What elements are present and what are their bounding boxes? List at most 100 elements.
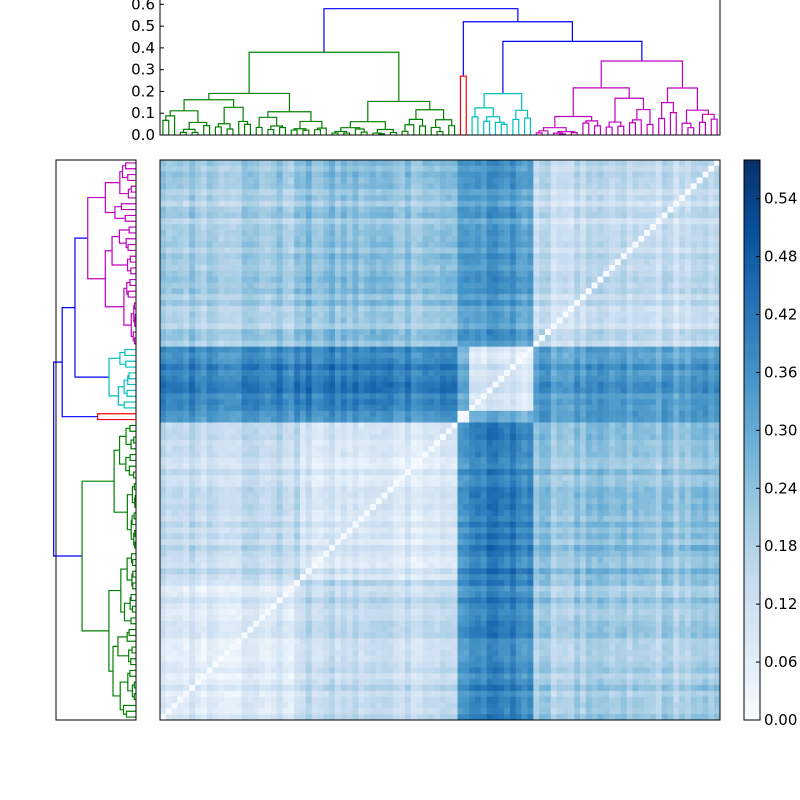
heatmap-cell	[667, 393, 674, 400]
heatmap-cell	[451, 270, 458, 278]
heatmap-cell	[329, 323, 336, 330]
heatmap-cell	[364, 434, 371, 441]
heatmap-cell	[189, 160, 196, 167]
heatmap-cell	[276, 160, 283, 167]
heatmap-cell	[469, 259, 476, 266]
heatmap-cell	[340, 381, 348, 388]
heatmap-cell	[329, 270, 336, 278]
heatmap-cell	[708, 405, 715, 412]
heatmap-cell	[480, 241, 488, 248]
heatmap-cell	[212, 183, 219, 190]
heatmap-cell	[533, 352, 540, 359]
heatmap-cell	[265, 329, 272, 336]
heatmap-cell	[708, 253, 715, 260]
heatmap-cell	[469, 276, 476, 283]
heatmap-cell	[206, 276, 213, 283]
heatmap-cell	[661, 329, 668, 336]
heatmap-cell	[218, 212, 225, 219]
heatmap-cell	[230, 358, 237, 365]
heatmap-cell	[521, 165, 528, 173]
heatmap-cell	[416, 294, 423, 301]
heatmap-cell	[521, 241, 528, 248]
heatmap-cell	[195, 358, 202, 365]
heatmap-cell	[253, 171, 260, 178]
heatmap-cell	[253, 282, 260, 289]
heatmap-cell	[399, 416, 406, 423]
heatmap-cell	[644, 416, 651, 423]
left-dendrogram-cluster-1-link	[118, 435, 127, 465]
heatmap-cell	[690, 288, 698, 295]
heatmap-cell	[690, 282, 698, 289]
heatmap-cell	[574, 393, 581, 400]
heatmap-cell	[585, 329, 593, 336]
heatmap-cell	[340, 218, 348, 225]
heatmap-cell	[241, 241, 248, 248]
heatmap-cell	[533, 230, 540, 237]
heatmap-cell	[679, 288, 686, 295]
heatmap-cell	[265, 311, 272, 318]
heatmap-cell	[685, 253, 692, 260]
heatmap-cell	[247, 253, 254, 260]
heatmap-cell	[247, 410, 254, 418]
heatmap-cell	[597, 224, 604, 231]
heatmap-cell	[650, 247, 657, 254]
heatmap-cell	[288, 393, 295, 400]
heatmap-cell	[224, 200, 231, 208]
heatmap-cell	[696, 218, 703, 225]
heatmap-cell	[545, 253, 552, 260]
heatmap-cell	[638, 305, 645, 313]
heatmap-cell	[690, 160, 698, 167]
heatmap-cell	[265, 265, 272, 272]
heatmap-cell	[533, 177, 540, 184]
heatmap-cell	[253, 364, 260, 371]
heatmap-cell	[574, 311, 581, 318]
heatmap-cell	[282, 399, 289, 406]
heatmap-cell	[638, 189, 645, 196]
heatmap-cell	[585, 410, 593, 418]
heatmap-cell	[393, 329, 400, 336]
heatmap-cell	[352, 171, 359, 178]
heatmap-cell	[574, 410, 581, 418]
heatmap-cell	[609, 212, 616, 219]
heatmap-cell	[655, 428, 663, 435]
heatmap-cell	[585, 370, 593, 377]
heatmap-cell	[323, 200, 330, 208]
heatmap-cell	[393, 247, 400, 254]
heatmap-cell	[504, 410, 511, 418]
heatmap-cell	[574, 329, 581, 336]
heatmap-cell	[288, 270, 295, 278]
heatmap-cell	[259, 218, 266, 225]
heatmap-cell	[241, 224, 248, 231]
heatmap-cell	[626, 177, 633, 184]
top-dendrogram-ytick-label: 0.5	[131, 17, 155, 35]
heatmap-cell	[235, 410, 243, 418]
heatmap-cell	[539, 177, 546, 184]
heatmap-cell	[708, 393, 715, 400]
heatmap-cell	[189, 387, 196, 394]
heatmap-cell	[311, 282, 318, 289]
heatmap-cell	[230, 405, 237, 412]
heatmap-cell	[498, 434, 505, 441]
heatmap-cell	[445, 440, 453, 447]
heatmap-cell	[358, 189, 365, 196]
heatmap-cell	[609, 253, 616, 260]
heatmap-cell	[259, 352, 266, 359]
heatmap-cell	[294, 317, 301, 324]
heatmap-cell	[387, 381, 394, 388]
heatmap-cell	[533, 259, 540, 266]
heatmap-cell	[638, 160, 645, 167]
heatmap-cell	[346, 253, 353, 260]
heatmap-cell	[457, 183, 464, 190]
heatmap-cell	[335, 195, 342, 202]
heatmap-cell	[480, 393, 488, 400]
heatmap-cell	[393, 352, 400, 359]
heatmap-cell	[609, 288, 616, 295]
heatmap-cell	[673, 323, 680, 330]
heatmap-cell	[422, 247, 429, 254]
heatmap-cell	[457, 300, 464, 307]
heatmap-cell	[387, 393, 394, 400]
top-dendrogram-cluster-3-link	[512, 118, 520, 135]
heatmap-cell	[375, 270, 383, 278]
heatmap-cell	[539, 276, 546, 283]
heatmap-cell	[556, 294, 563, 301]
